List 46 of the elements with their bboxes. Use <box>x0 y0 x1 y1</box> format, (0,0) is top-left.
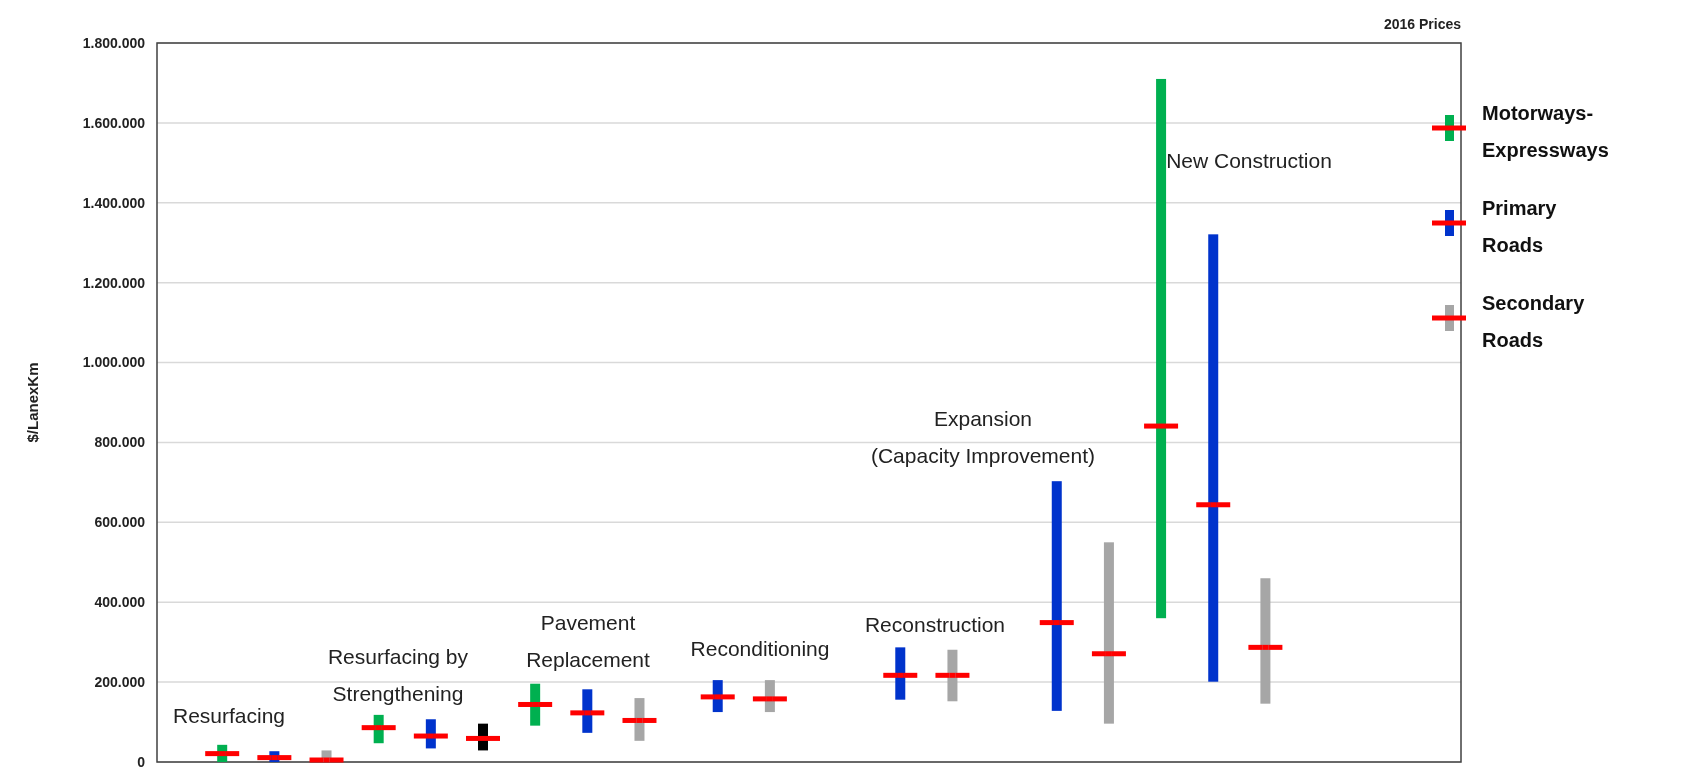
point <box>714 694 721 700</box>
y-axis-title: $/LanexKm <box>24 362 41 443</box>
legend-label: Primary Roads <box>1482 197 1558 256</box>
point <box>1262 644 1269 650</box>
point <box>323 757 330 763</box>
y-tick-label: 1.400.000 <box>82 194 146 211</box>
point <box>1210 502 1217 508</box>
y-tick-label: 600.000 <box>94 514 146 531</box>
annotation: Pavement Replacement <box>526 611 651 671</box>
point <box>271 755 278 761</box>
bar <box>1103 542 1114 724</box>
bar <box>634 698 645 741</box>
annotation: Resurfacing by Strengthening <box>327 645 469 705</box>
y-tick-label: 400.000 <box>94 594 146 611</box>
legend-label: Motorways-Expressways <box>1482 102 1609 161</box>
chart-subtitle: 2016 Prices <box>1383 16 1462 32</box>
point <box>1158 423 1165 429</box>
point <box>636 717 643 723</box>
point <box>1105 651 1112 657</box>
point <box>375 725 382 731</box>
annotation: Reconstruction <box>864 613 1006 636</box>
y-tick-label: 200.000 <box>94 674 146 691</box>
point <box>766 696 773 702</box>
point <box>427 733 434 739</box>
bar <box>895 647 906 700</box>
point <box>1053 620 1060 626</box>
point <box>949 672 956 678</box>
y-tick-label: 1.600.000 <box>82 114 146 131</box>
bar <box>1208 234 1219 682</box>
point <box>897 672 904 678</box>
bar <box>1156 78 1167 619</box>
annotation: Resurfacing <box>172 704 286 727</box>
annotation: Reconditioning <box>690 637 830 660</box>
bar <box>947 649 958 702</box>
y-tick-label: 1.800.000 <box>82 34 146 51</box>
y-tick-label: 0 <box>137 753 146 770</box>
y-tick-label: 1.200.000 <box>82 274 146 291</box>
point <box>584 710 591 716</box>
annotation: Expansion (Capacity Improvement) <box>870 407 1096 467</box>
bar <box>1260 578 1271 704</box>
bar <box>1051 481 1062 711</box>
y-tick-label: 1.000.000 <box>82 354 146 371</box>
legend-label: Secondary Roads <box>1482 292 1586 351</box>
annotation: New Construction <box>1166 149 1332 172</box>
point <box>532 701 539 707</box>
y-tick-label: 800.000 <box>94 434 146 451</box>
